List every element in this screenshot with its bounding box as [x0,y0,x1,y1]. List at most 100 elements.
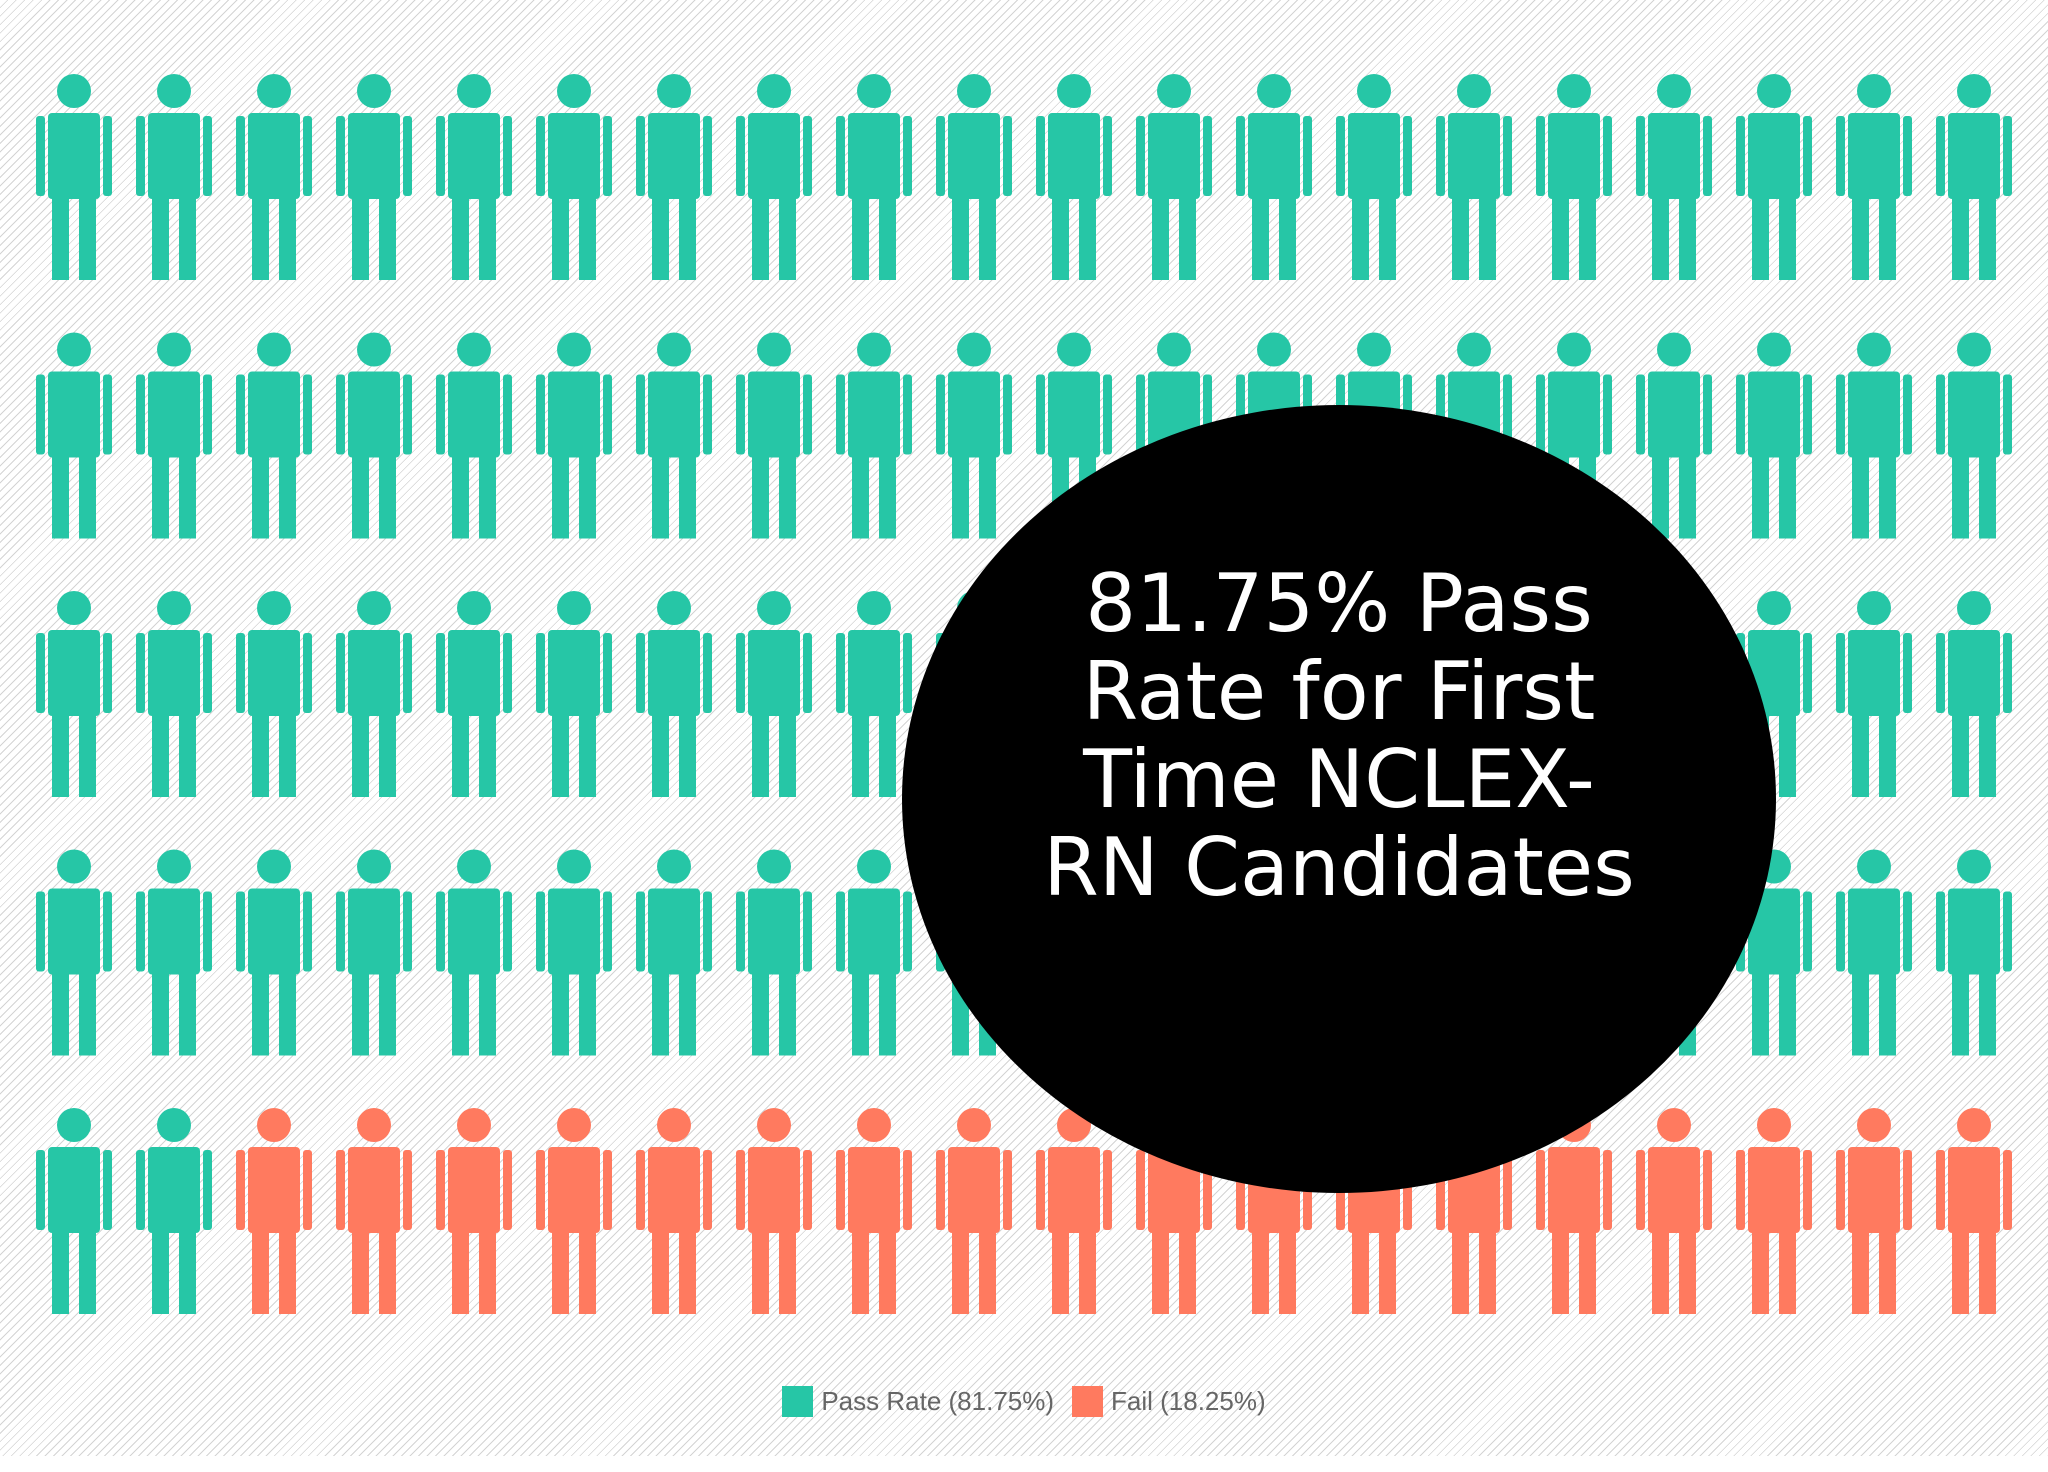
person-icon [1836,849,1912,1056]
icon-leg [552,709,569,797]
icon-arm [236,116,245,196]
icon-leg [1952,450,1969,539]
icon-leg [179,1226,196,1314]
icon-leg [379,192,396,280]
legend-item: Fail (18.25%) [1072,1386,1266,1417]
icon-torso [148,630,200,716]
icon-leg [79,967,96,1056]
icon-leg [352,450,369,539]
icon-leg [1179,192,1196,280]
icon-torso [1448,113,1500,199]
icon-arm [503,891,512,972]
icon-leg [752,967,769,1056]
icon-leg [379,967,396,1056]
person-icon [1036,74,1112,280]
icon-arm [1803,116,1812,196]
icon-arm [1936,891,1945,972]
icon-leg [952,1226,969,1314]
icon-leg [1652,450,1669,539]
person-icon [636,1108,712,1314]
icon-leg [852,709,869,797]
icon-leg [1152,1226,1169,1314]
icon-torso [448,113,500,199]
icon-leg [379,709,396,797]
icon-head [1757,74,1791,108]
icon-torso [1548,1147,1600,1233]
person-icon [836,332,912,539]
icon-arm [503,116,512,196]
icon-head [557,74,591,108]
icon-head [1557,332,1591,367]
icon-head [1357,332,1391,367]
icon-leg [579,192,596,280]
icon-leg [1252,192,1269,280]
icon-head [957,332,991,367]
icon-arm [303,891,312,972]
icon-leg [79,450,96,539]
icon-head [1057,74,1091,108]
person-icon [1636,74,1712,280]
icon-leg [1952,967,1969,1056]
icon-head [257,1108,291,1142]
icon-head [357,1108,391,1142]
icon-leg [879,709,896,797]
icon-head [1457,74,1491,108]
icon-arm [1736,1150,1745,1230]
icon-torso [548,1147,600,1233]
icon-torso [748,888,800,975]
person-icon [736,332,812,539]
icon-arm [1803,891,1812,972]
icon-leg [479,967,496,1056]
icon-head [857,74,891,108]
icon-head [1657,1108,1691,1142]
icon-arm [1536,116,1545,196]
icon-torso [1948,630,2000,716]
person-icon [1736,74,1812,280]
icon-leg [279,967,296,1056]
icon-arm [1103,374,1112,455]
person-icon [336,591,412,797]
icon-leg [1579,1226,1596,1314]
icon-leg [379,1226,396,1314]
icon-leg [1752,967,1769,1056]
icon-leg [679,709,696,797]
icon-leg [779,192,796,280]
person-icon [1036,1108,1112,1314]
icon-torso [1048,113,1100,199]
icon-arm [636,116,645,196]
icon-arm [36,116,45,196]
icon-arm [36,374,45,455]
icon-arm [703,1150,712,1230]
icon-torso [348,888,400,975]
icon-torso [648,113,700,199]
icon-arm [936,1150,945,1230]
icon-leg [752,1226,769,1314]
icon-arm [1436,116,1445,196]
icon-torso [1548,371,1600,458]
icon-leg [579,1226,596,1314]
icon-torso [548,888,600,975]
icon-torso [1748,888,1800,975]
person-icon [36,74,112,280]
person-icon [836,849,912,1056]
icon-head [357,332,391,367]
person-icon [236,1108,312,1314]
icon-leg [852,967,869,1056]
icon-leg [352,192,369,280]
icon-leg [679,1226,696,1314]
person-icon [136,849,212,1056]
icon-torso [848,371,900,458]
icon-arm [403,891,412,972]
icon-leg [1879,450,1896,539]
icon-leg [479,709,496,797]
icon-leg [152,709,169,797]
icon-leg [1779,1226,1796,1314]
icon-arm [303,116,312,196]
icon-head [857,591,891,625]
icon-arm [236,891,245,972]
icon-arm [736,633,745,713]
person-icon [536,332,612,539]
icon-arm [1503,374,1512,455]
icon-arm [703,891,712,972]
